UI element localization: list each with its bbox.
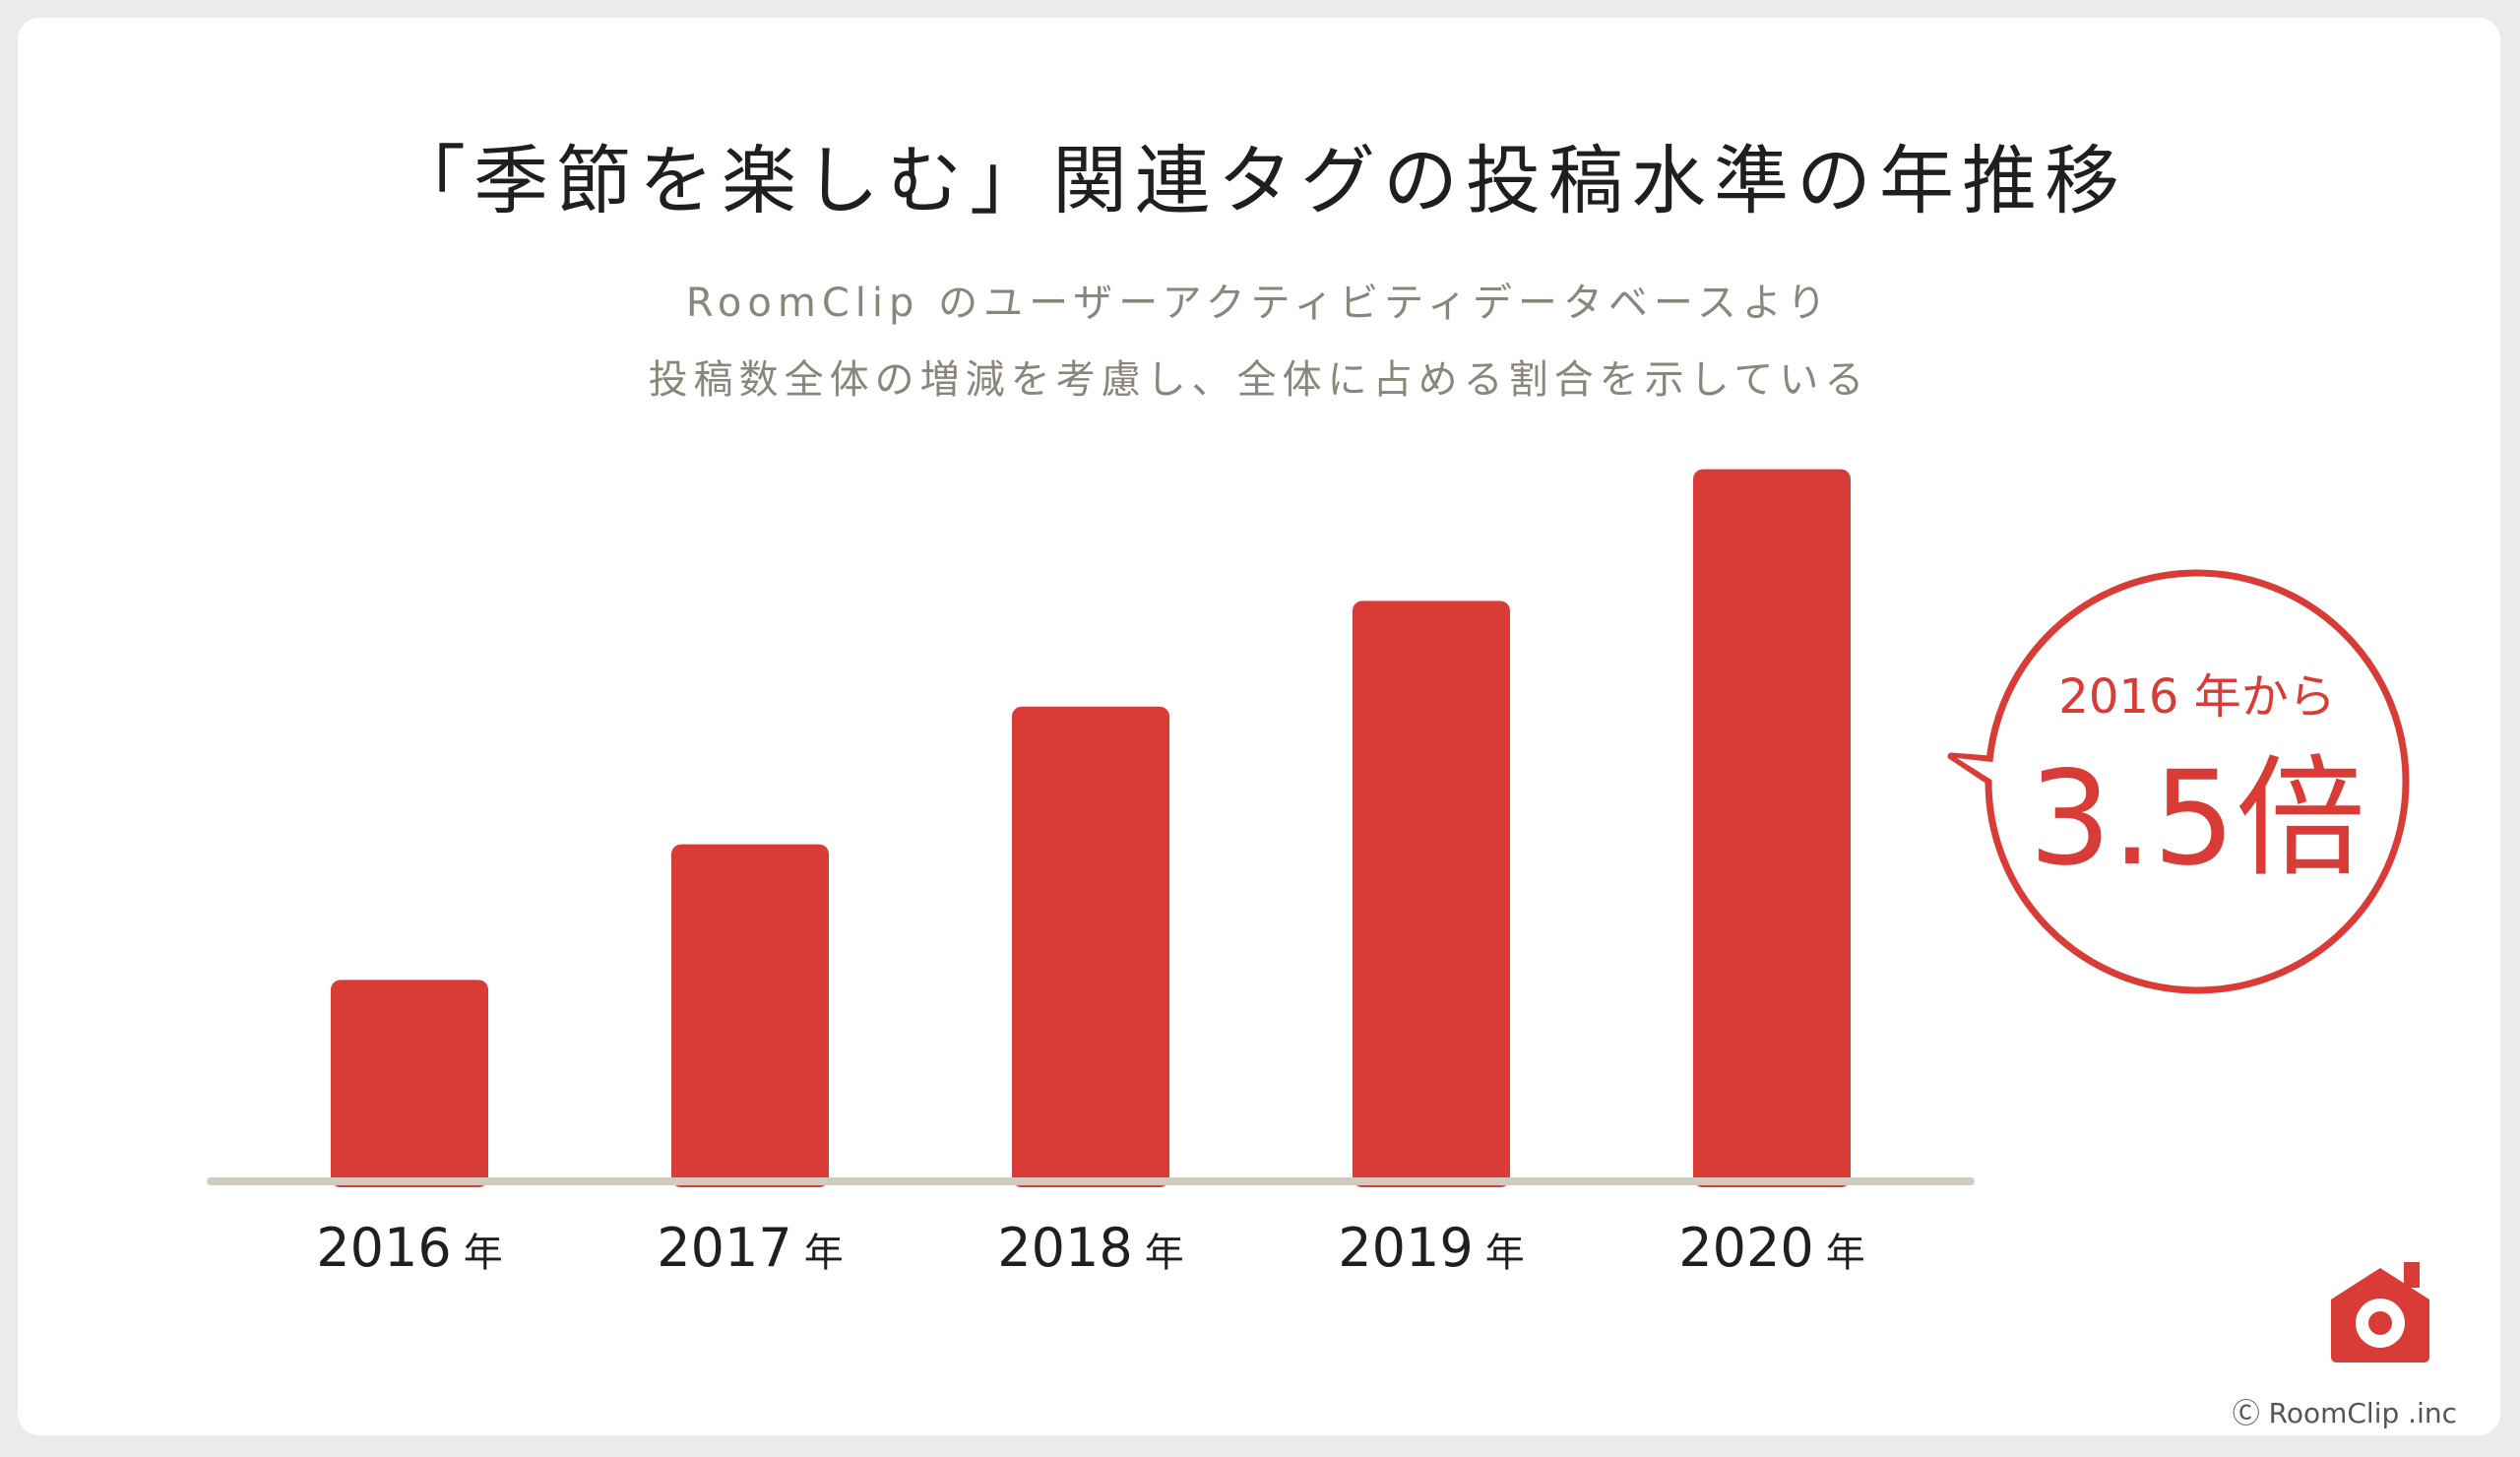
chart-title: 「季節を楽しむ」関連タグの投稿水準の年推移	[391, 137, 2127, 224]
chart-card: 「季節を楽しむ」関連タグの投稿水準の年推移 RoomClip のユーザーアクティ…	[18, 18, 2500, 1435]
chart-subtitle-line2: 投稿数全体の増減を考慮し、全体に占める割合を示している	[648, 357, 1870, 403]
callout-multiplier: 3.5倍	[2029, 743, 2365, 895]
x-tick-label-2019: 2019 年	[1338, 1217, 1524, 1279]
roomclip-logo-icon	[2321, 1248, 2439, 1366]
bar-2019	[1353, 601, 1510, 1187]
bar-chart: 2016 年 2017 年 2018 年 2019 年 2020 年	[207, 469, 1975, 1279]
speech-bubble-icon	[1947, 569, 2410, 994]
growth-callout: 2016 年から 3.5倍	[1918, 553, 2410, 1006]
bar-2020	[1693, 469, 1851, 1187]
copyright-notice: Ⓒ RoomClip .inc	[2232, 1397, 2457, 1429]
x-tick-label-2016: 2016 年	[316, 1217, 502, 1279]
bar-2016	[331, 980, 488, 1187]
callout-since-label: 2016 年から	[2058, 669, 2336, 725]
bar-2017	[671, 844, 829, 1187]
bar-2018	[1012, 706, 1169, 1187]
x-tick-label-2017: 2017 年	[657, 1217, 843, 1279]
x-tick-label-2020: 2020 年	[1678, 1217, 1864, 1279]
x-tick-label-2018: 2018 年	[997, 1217, 1183, 1279]
chart-subtitle-line1: RoomClip のユーザーアクティビティデータベースより	[685, 281, 1833, 326]
